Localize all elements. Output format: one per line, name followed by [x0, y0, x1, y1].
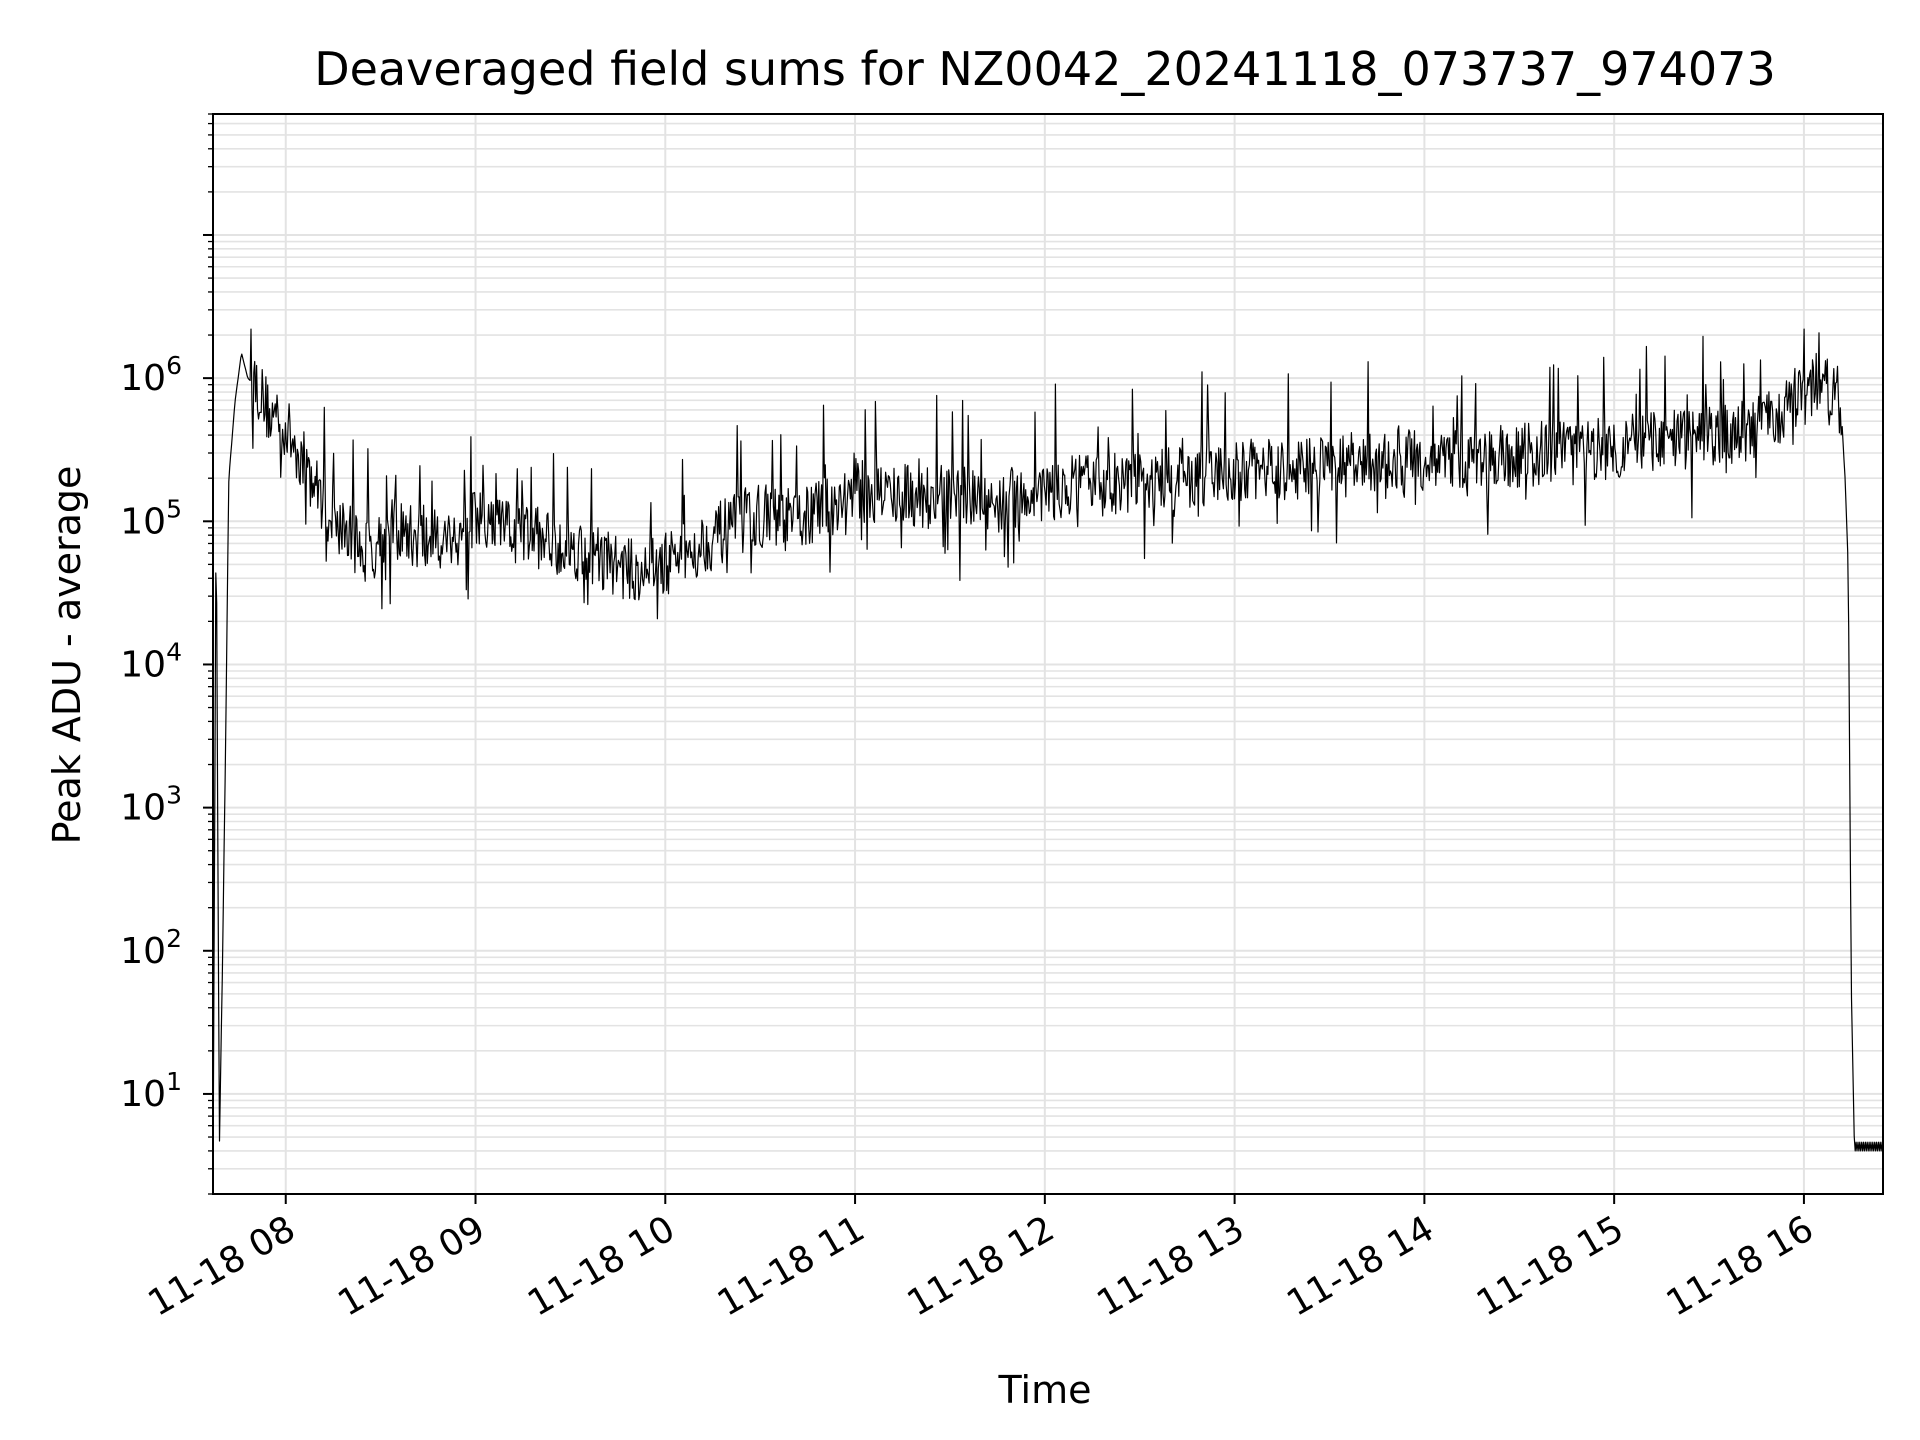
y-tick-label: 105 — [120, 494, 182, 542]
grid — [213, 113, 1883, 1195]
y-tick-label: 104 — [120, 637, 182, 685]
y-tick-label: 106 — [120, 351, 182, 399]
series-layer — [212, 328, 1884, 1195]
y-axis-label: Peak ADU - average — [45, 466, 89, 845]
plot-frame — [212, 113, 1884, 1195]
y-tick-label: 101 — [120, 1067, 182, 1115]
y-axis: 101 102 103 104 105 106 — [120, 113, 213, 1195]
series-line — [212, 328, 1884, 1195]
x-axis-label: Time — [998, 1368, 1092, 1412]
chart-title: Deaveraged field sums for NZ0042_2024111… — [314, 42, 1775, 96]
y-tick-label: 103 — [120, 781, 182, 829]
y-tick-label: 102 — [120, 924, 182, 972]
